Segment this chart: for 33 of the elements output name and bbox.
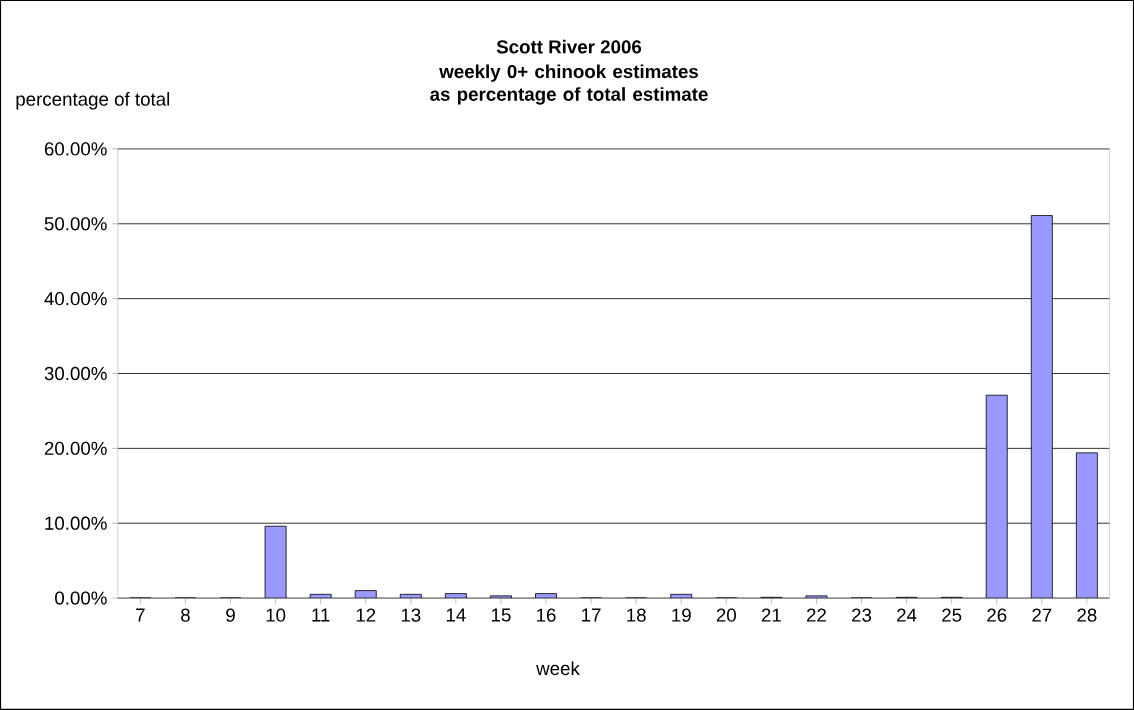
x-tick-label: 12 [356, 608, 376, 622]
x-tick-label: 26 [987, 608, 1007, 622]
x-tick-label: 27 [1032, 608, 1052, 622]
y-tick-label: 10.00% [45, 516, 107, 530]
x-tick-label: 14 [446, 608, 466, 622]
x-tick-label: 11 [312, 608, 330, 622]
x-tick-label: 15 [491, 608, 511, 622]
y-tick-label: 60.00% [44, 142, 107, 156]
x-tick-label: 7 [136, 608, 145, 622]
y-tick-label: 20.00% [44, 441, 107, 456]
x-tick-label: 28 [1077, 608, 1097, 622]
x-tick-label: 20 [716, 608, 736, 622]
chart-title: Scott River 2006 [496, 39, 642, 54]
chart-subtitle: weekly 0+ chinook estimates as percentage of total estimate [430, 64, 708, 105]
x-tick-label: 23 [852, 608, 872, 622]
y-tick-label: 0.00% [55, 591, 107, 605]
x-tick-label: 24 [897, 608, 917, 622]
y-tick-label: 50.00% [44, 217, 107, 231]
x-tick-label: 16 [537, 608, 556, 622]
x-tick-label: 22 [806, 608, 826, 622]
x-tick-label: 10 [266, 608, 286, 622]
x-axis-title: week [536, 661, 580, 676]
x-tick-label: 25 [942, 608, 962, 622]
x-tick-label: 9 [226, 608, 235, 622]
x-tick-label: 8 [181, 608, 190, 622]
x-tick-label: 17 [582, 608, 601, 622]
y-axis-title: percentage of total [16, 92, 170, 110]
x-tick-label: 19 [672, 608, 691, 622]
y-tick-label: 30.00% [44, 366, 107, 381]
x-tick-label: 13 [401, 608, 421, 622]
y-tick-label: 40.00% [44, 292, 107, 306]
x-tick-label: 18 [627, 608, 646, 622]
x-tick-label: 21 [761, 608, 781, 622]
